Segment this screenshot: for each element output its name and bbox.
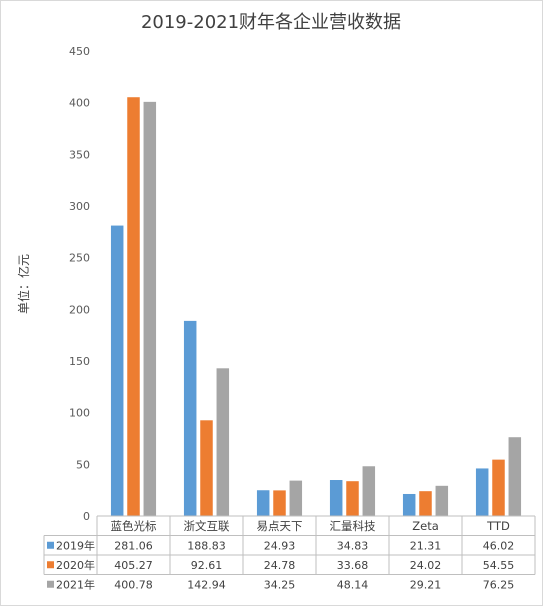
data-label: 405.27 xyxy=(114,559,153,572)
y-tick-label: 0 xyxy=(83,510,90,523)
bar xyxy=(419,491,432,516)
data-label: 400.78 xyxy=(114,578,153,591)
y-tick-label: 150 xyxy=(69,355,90,368)
bar xyxy=(402,493,416,516)
data-label: 33.68 xyxy=(337,559,369,572)
data-label: 34.83 xyxy=(337,539,369,552)
data-label: 34.25 xyxy=(264,578,296,591)
category-label: Zeta xyxy=(412,519,439,533)
data-label: 46.02 xyxy=(483,539,515,552)
data-label: 76.25 xyxy=(483,578,515,591)
bar xyxy=(143,101,157,517)
bar xyxy=(110,225,124,516)
bar xyxy=(256,490,270,516)
legend-label: 2021年 xyxy=(56,577,95,591)
y-tick-label: 400 xyxy=(69,97,90,110)
data-label: 29.21 xyxy=(410,578,442,591)
y-axis-ticks: 0 50 100 150 200 250 300 350 400 450 xyxy=(69,45,90,523)
y-tick-label: 200 xyxy=(69,303,90,316)
y-tick-label: 300 xyxy=(69,200,90,213)
legend-label: 2019年 xyxy=(56,538,95,552)
legend-swatch xyxy=(47,561,54,569)
bar xyxy=(435,485,449,516)
y-axis-label: 单位：亿元 xyxy=(16,254,31,314)
bar xyxy=(127,97,140,516)
data-label: 188.83 xyxy=(187,539,226,552)
bar xyxy=(200,420,213,516)
data-label: 54.55 xyxy=(483,559,515,572)
data-label: 21.31 xyxy=(410,539,442,552)
category-label: 汇量科技 xyxy=(330,519,376,533)
y-tick-label: 450 xyxy=(69,45,90,58)
legend-swatch xyxy=(47,541,54,549)
bar xyxy=(475,468,489,516)
bars-layer xyxy=(110,97,522,517)
bar xyxy=(273,490,286,516)
category-label: 蓝色光标 xyxy=(111,519,157,533)
bar xyxy=(492,459,505,516)
data-label: 281.06 xyxy=(114,539,153,552)
legend-label: 2020年 xyxy=(56,558,95,572)
data-label: 48.14 xyxy=(337,578,369,591)
y-tick-label: 250 xyxy=(69,252,90,265)
category-label: 易点天下 xyxy=(257,519,303,533)
legend-swatch xyxy=(47,580,54,588)
data-label: 92.61 xyxy=(191,559,223,572)
data-label: 142.94 xyxy=(187,578,226,591)
y-tick-label: 50 xyxy=(76,458,90,471)
chart-title: 2019-2021财年各企业营收数据 xyxy=(141,12,401,33)
data-label: 24.02 xyxy=(410,559,442,572)
bar xyxy=(289,480,303,516)
y-tick-label: 350 xyxy=(69,148,90,161)
category-label: TTD xyxy=(486,519,510,533)
data-table: 蓝色光标 浙文互联 易点天下 汇量科技 Zeta TTD 2019年 281.06 188.83… xyxy=(43,515,536,591)
bar xyxy=(183,320,197,516)
y-tick-label: 100 xyxy=(69,407,90,420)
bar xyxy=(362,466,376,516)
data-label: 24.93 xyxy=(264,539,296,552)
category-label: 浙文互联 xyxy=(184,519,230,533)
data-label: 24.78 xyxy=(264,559,296,572)
bar xyxy=(329,480,343,516)
bar xyxy=(216,368,230,516)
bar xyxy=(346,481,359,516)
bar xyxy=(508,437,522,516)
